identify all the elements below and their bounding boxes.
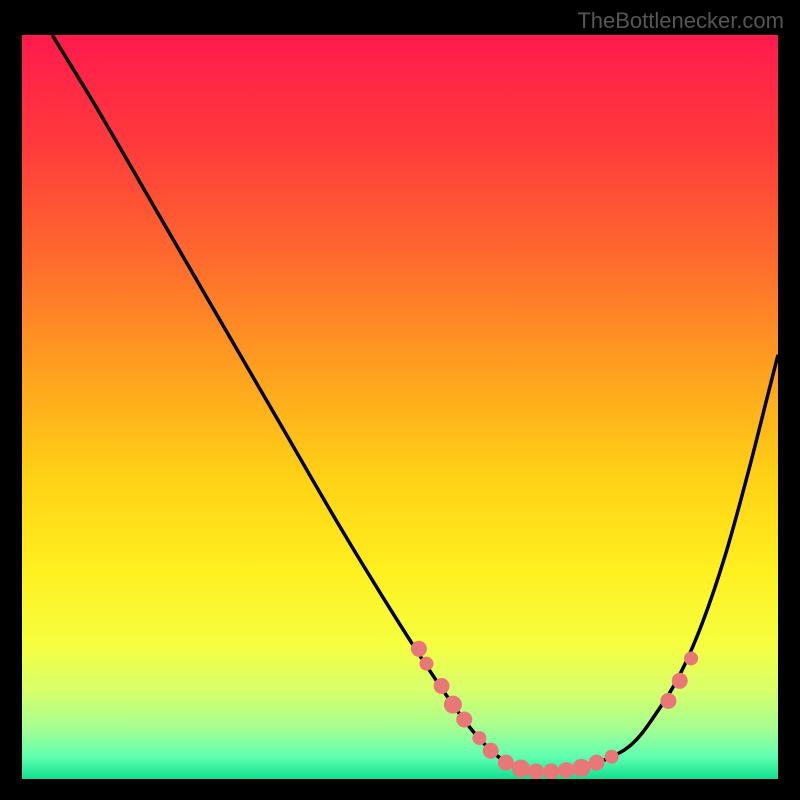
chart-marker: [434, 678, 450, 694]
chart-marker: [411, 641, 427, 657]
chart-marker: [605, 750, 619, 764]
chart-marker: [589, 755, 605, 771]
chart-marker: [528, 764, 544, 779]
chart-marker: [512, 760, 530, 778]
chart-plot-area: [22, 35, 778, 779]
chart-markers: [22, 35, 778, 779]
chart-marker: [558, 762, 574, 778]
chart-marker: [498, 755, 514, 771]
chart-marker: [472, 731, 486, 745]
chart-marker: [483, 743, 499, 759]
chart-marker: [444, 696, 462, 714]
chart-marker: [543, 764, 559, 779]
watermark-text: TheBottlenecker.com: [577, 8, 784, 34]
chart-marker: [672, 673, 688, 689]
chart-marker: [456, 711, 472, 727]
chart-marker: [660, 693, 676, 709]
chart-marker: [572, 759, 590, 777]
chart-marker: [419, 657, 433, 671]
chart-marker: [684, 651, 698, 665]
